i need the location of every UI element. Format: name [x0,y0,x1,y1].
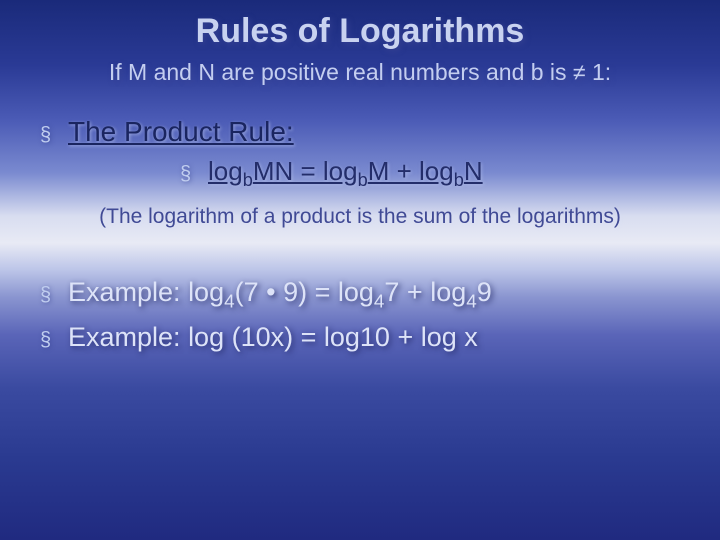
example-row-2: § Example: log (10x) = log10 + log x [40,322,680,353]
bullet-icon: § [40,124,68,147]
example-prefix: Example: [68,277,188,307]
formula-text: M + log [368,156,454,186]
slide: Rules of Logarithms If M and N are posit… [0,0,720,353]
product-rule-formula: logbMN = logbM + logbN [208,156,483,191]
formula-text: MN = log [253,156,358,186]
formula-sub: b [358,170,368,190]
example-2: Example: log (10x) = log10 + log x [68,322,478,353]
formula-text: log [208,156,243,186]
ex-sub: 4 [466,292,477,313]
example-row-1: § Example: log4(7 • 9) = log47 + log49 [40,277,680,313]
ex-text: 9 [477,277,492,307]
formula-sub: b [243,170,253,190]
product-rule-row: § The Product Rule: [40,116,680,148]
formula-sub: b [454,170,464,190]
ex-text: log (10x) = log10 + log x [188,322,478,352]
bullet-icon: § [180,163,208,186]
ex-text: (7 • 9) = log [235,277,374,307]
slide-title: Rules of Logarithms [40,12,680,51]
slide-subtitle: If M and N are positive real numbers and… [40,59,680,86]
example-prefix: Example: [68,322,188,352]
ex-sub: 4 [374,292,385,313]
ex-text: 7 + log [384,277,466,307]
product-rule-note: (The logarithm of a product is the sum o… [40,205,680,229]
ex-sub: 4 [224,292,235,313]
bullet-icon: § [40,329,68,352]
formula-row: § logbMN = logbM + logbN [40,156,680,191]
product-rule-label: The Product Rule: [68,116,294,148]
example-1: Example: log4(7 • 9) = log47 + log49 [68,277,492,313]
formula-text: N [464,156,483,186]
ex-text: log [188,277,224,307]
bullet-icon: § [40,284,68,307]
